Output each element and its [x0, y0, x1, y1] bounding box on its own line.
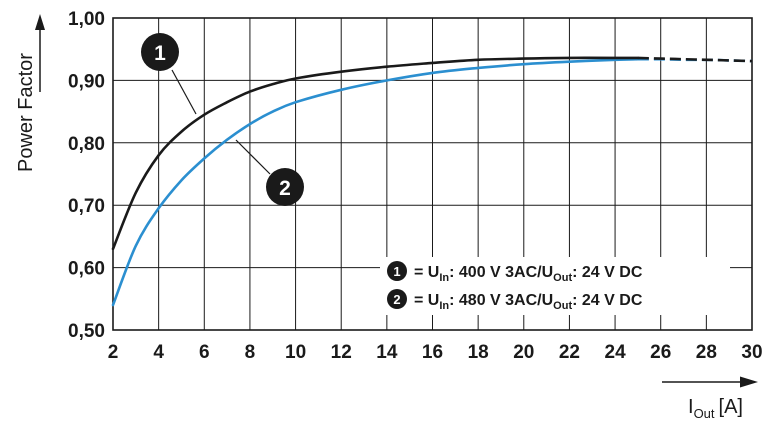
x-tick-label: 26	[650, 342, 671, 363]
x-tick-label: 24	[605, 342, 627, 363]
y-axis-label: Power Factor	[15, 53, 37, 172]
y-tick-label: 0,70	[68, 196, 105, 217]
series-1-line	[111, 56, 640, 251]
y-tick-label: 0,50	[68, 321, 105, 342]
y-axis-arrow	[35, 14, 45, 92]
x-tick-label: 6	[199, 342, 210, 363]
series-1-dashed-extension	[637, 56, 753, 63]
curve-1-marker: 1	[141, 33, 197, 115]
x-tick-label: 16	[422, 342, 443, 363]
x-tick-label: 18	[468, 342, 489, 363]
x-tick-label: 30	[741, 342, 762, 363]
svg-text:= UIn: 480 V 3AC/UOut: 24 V DC: = UIn: 480 V 3AC/UOut: 24 V DC	[414, 292, 643, 312]
svg-text:2: 2	[393, 292, 400, 307]
x-tick-labels: 2 4 6 8 10 12 14 16 18 20 22 24 26 28 30	[108, 342, 763, 363]
curve-2-marker: 2	[235, 139, 304, 206]
y-tick-label: 0,60	[68, 259, 105, 280]
x-tick-label: 4	[153, 342, 164, 363]
legend: 1 = UIn: 400 V 3AC/UOut: 24 V DC 2 = UIn…	[380, 257, 730, 315]
x-tick-label: 2	[108, 342, 119, 363]
x-tick-label: 20	[513, 342, 534, 363]
y-tick-labels: 0,50 0,60 0,70 0,80 0,90 1,00	[68, 9, 105, 342]
series-lines	[111, 56, 753, 307]
x-tick-label: 28	[696, 342, 717, 363]
y-tick-label: 1,00	[68, 9, 105, 30]
legend-entry-2: 2 = UIn: 480 V 3AC/UOut: 24 V DC	[387, 289, 643, 312]
svg-text:1: 1	[154, 42, 166, 65]
y-tick-label: 0,80	[68, 134, 105, 155]
series-2-line	[111, 57, 640, 307]
x-axis-arrow	[662, 376, 758, 388]
x-tick-label: 10	[285, 342, 306, 363]
x-axis-label: IOut [A]	[688, 396, 743, 421]
legend-entry-1: 1 = UIn: 400 V 3AC/UOut: 24 V DC	[387, 261, 643, 284]
svg-text:2: 2	[279, 177, 291, 200]
x-tick-label: 22	[559, 342, 580, 363]
y-tick-label: 0,90	[68, 71, 105, 92]
x-tick-label: 8	[245, 342, 256, 363]
svg-text:= UIn: 400 V 3AC/UOut: 24 V DC: = UIn: 400 V 3AC/UOut: 24 V DC	[414, 264, 643, 284]
svg-text:1: 1	[393, 264, 400, 279]
x-tick-label: 12	[331, 342, 352, 363]
x-tick-label: 14	[376, 342, 398, 363]
